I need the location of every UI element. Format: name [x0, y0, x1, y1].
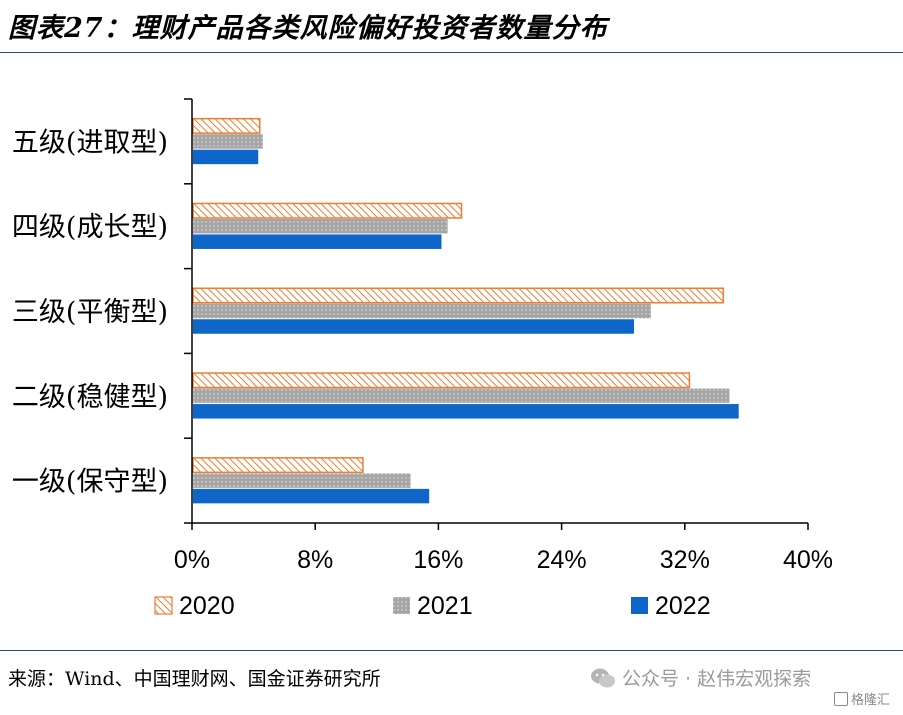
- bar-2022-2: [193, 234, 442, 249]
- x-tick-label: 32%: [660, 546, 710, 574]
- title-rule: [0, 52, 903, 53]
- watermark: 公众号 · 赵伟宏观探索: [590, 664, 811, 691]
- badge-text: 格隆汇: [851, 693, 891, 708]
- category-label: 五级(进取型): [12, 127, 168, 158]
- category-label: 三级(平衡型): [12, 297, 168, 328]
- bar-2020-3: [192, 287, 725, 304]
- bar-2020-5: [192, 457, 364, 474]
- legend-label-2021: 2021: [417, 592, 473, 620]
- x-tick-label: 16%: [413, 546, 463, 574]
- bar-2022-5: [193, 488, 430, 504]
- category-label: 四级(成长型): [12, 212, 168, 243]
- legend-label-2020: 2020: [179, 592, 235, 620]
- bar-2020-1: [192, 117, 261, 134]
- category-label: 一级(保守型): [12, 467, 168, 498]
- bar-2021-5: [193, 473, 411, 488]
- bar-2022-1: [193, 149, 259, 165]
- bar-2021-3: [193, 303, 651, 319]
- x-tick-label: 24%: [537, 546, 587, 574]
- wechat-icon: [591, 668, 615, 687]
- legend-swatch-2021: [393, 597, 410, 614]
- x-tick-label: 0%: [174, 546, 210, 574]
- bar-chart: 五级(进取型) 四级(成长型) 三级(平衡型) 二级(稳健型) 一级(保守型) 0% 8% 1…: [12, 98, 833, 620]
- bar-2020-4: [192, 372, 691, 389]
- bar-2021-2: [193, 218, 448, 234]
- chart-title: 图表27：理财产品各类风险偏好投资者数量分布: [8, 13, 608, 44]
- source-note: 来源：Wind、中国理财网、国金证券研究所: [8, 668, 381, 690]
- category-label: 二级(稳健型): [12, 382, 168, 413]
- legend-swatch-2022: [631, 597, 648, 614]
- x-tick-label: 40%: [783, 546, 833, 574]
- bar-2022-4: [193, 404, 739, 419]
- bar-2021-4: [193, 388, 730, 404]
- bar-2022-3: [193, 319, 634, 334]
- watermark-text: 公众号 · 赵伟宏观探索: [622, 668, 812, 690]
- footer-rule: [0, 650, 903, 651]
- x-tick-label: 8%: [297, 546, 333, 574]
- bar-2020-2: [192, 202, 463, 219]
- badge-icon: [834, 691, 848, 706]
- legend-label-2022: 2022: [655, 592, 711, 620]
- legend-swatch-2020: [154, 596, 173, 615]
- badge: 格隆汇: [834, 689, 890, 708]
- bar-2021-1: [193, 134, 263, 149]
